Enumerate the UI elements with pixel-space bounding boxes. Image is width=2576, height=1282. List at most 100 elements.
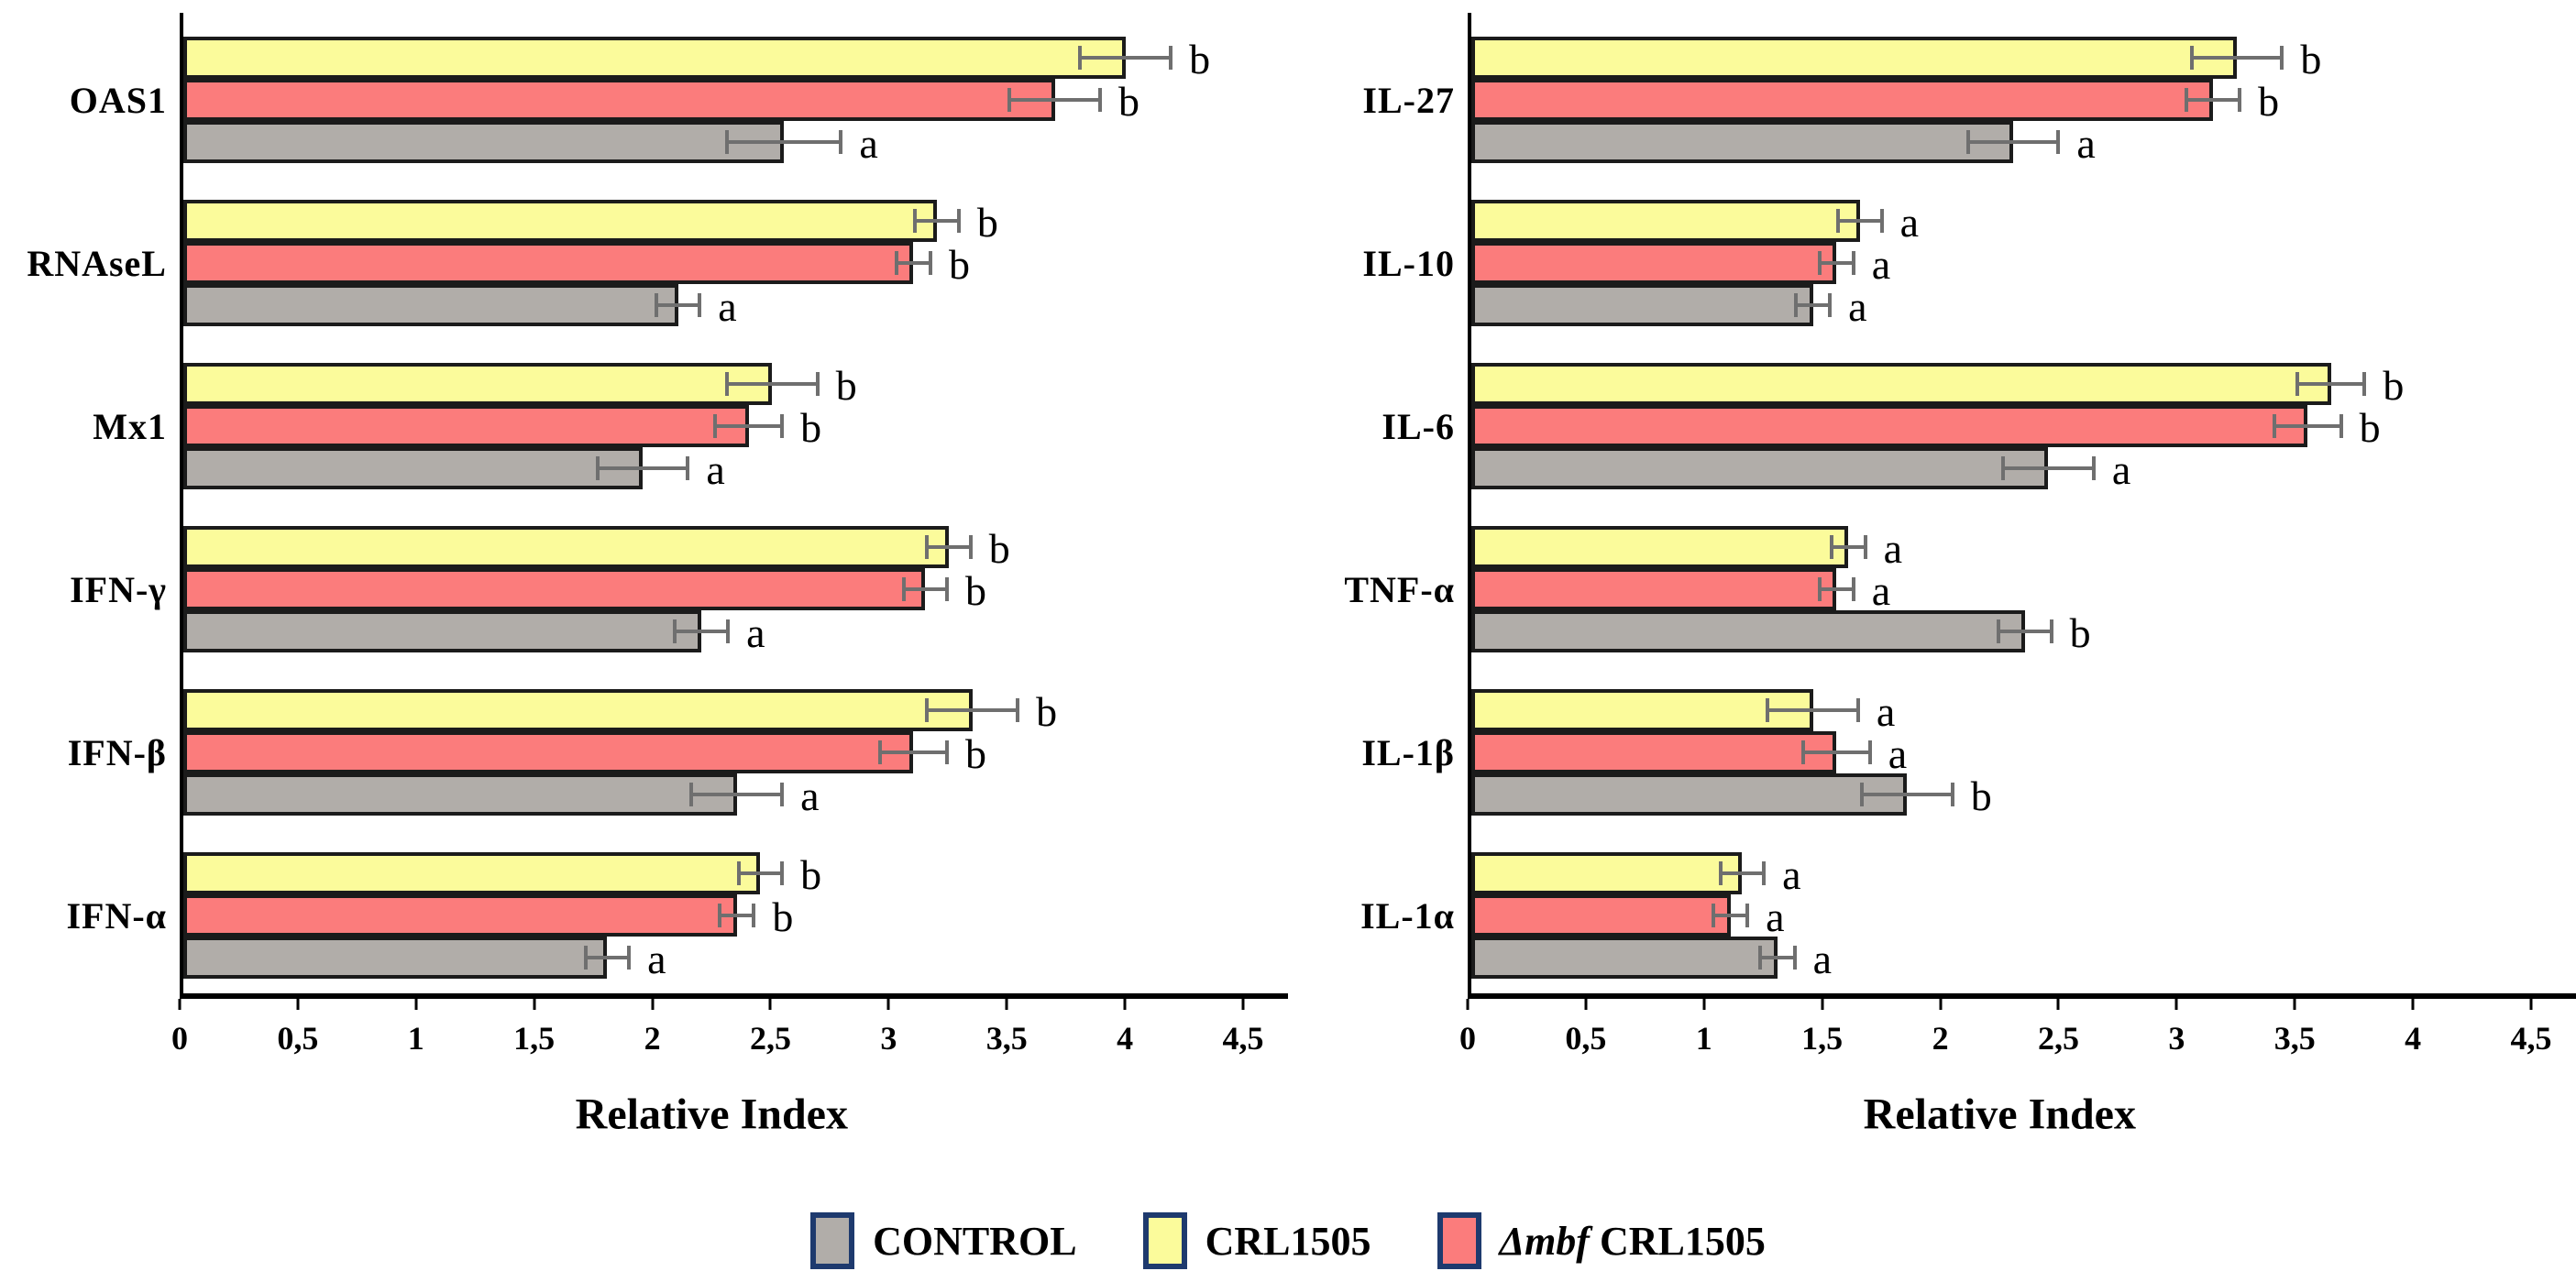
- bar-δmbf-crl1505: [1471, 405, 2308, 447]
- bar-control: [1471, 447, 2049, 489]
- error-bar-line: [724, 140, 843, 144]
- bar-δmbf-crl1505: [183, 568, 926, 610]
- error-bar-right-cap: [780, 861, 785, 885]
- x-axis-title-area: Relative Index: [180, 1070, 1288, 1158]
- bar-control: [183, 121, 785, 163]
- error-bar: [913, 209, 961, 233]
- error-bar-right-cap: [839, 130, 843, 154]
- error-bar-left-cap: [877, 740, 882, 764]
- tick-label: 3: [880, 1020, 897, 1057]
- error-bar-right-cap: [968, 535, 973, 559]
- error-bar-left-cap: [1766, 698, 1770, 722]
- tick-label: 2: [1932, 1020, 1949, 1057]
- bar-crl1505: [183, 526, 950, 568]
- legend-label: Δmbf CRL1505: [1500, 1218, 1766, 1265]
- error-bar: [1078, 46, 1173, 70]
- error-bar: [1718, 861, 1767, 885]
- error-bar: [736, 861, 785, 885]
- category-label: IFN-γ: [70, 568, 167, 610]
- error-bar: [583, 946, 632, 970]
- significance-letter: b: [949, 240, 971, 288]
- bar-control: [1471, 937, 1778, 979]
- significance-letter: b: [2383, 361, 2405, 409]
- error-bar-right-cap: [1863, 535, 1867, 559]
- tick-label: 4,5: [1222, 1020, 1264, 1057]
- legend-item: CRL1505: [1142, 1212, 1371, 1269]
- error-bar-right-cap: [1762, 861, 1767, 885]
- error-bar: [2272, 414, 2343, 438]
- bar-control: [183, 937, 608, 979]
- error-bar-left-cap: [1007, 88, 1012, 112]
- tick-mark: [2293, 999, 2296, 1010]
- bar-row: a: [1471, 242, 2576, 285]
- significance-letter: b: [1036, 687, 1058, 735]
- bar-crl1505: [183, 689, 973, 731]
- error-bar-line: [654, 303, 702, 307]
- bar-row: b: [183, 852, 1288, 895]
- bar-row: a: [1471, 850, 2576, 898]
- x-axis-title-row: Relative Index: [1288, 1070, 2576, 1158]
- error-bar-line: [1718, 871, 1767, 875]
- significance-letter: b: [988, 524, 1010, 572]
- bar-δmbf-crl1505: [1471, 79, 2214, 121]
- category-label: IFN-α: [66, 894, 167, 937]
- tick-label: 1,5: [513, 1020, 556, 1057]
- bar-row: a: [1471, 689, 2576, 732]
- error-bar: [724, 130, 843, 154]
- x-axis-ticks: 0 0,5 1 1,5 2 2,5 3 3,5 4 4,5: [1459, 999, 2576, 1070]
- significance-letter: a: [706, 445, 725, 493]
- legend-item: CONTROL: [810, 1212, 1077, 1269]
- error-bar-right-cap: [2362, 372, 2367, 396]
- error-bar-right-cap: [1169, 46, 1173, 70]
- error-bar-left-cap: [654, 293, 658, 317]
- error-bar-left-cap: [718, 904, 722, 927]
- error-bar-right-cap: [1745, 904, 1750, 927]
- tick-label: 0,5: [277, 1020, 319, 1057]
- category-labels: IL-27 IL-10 IL-6 TNF-α IL-1β IL-1α: [1288, 13, 1468, 999]
- category-label: Mx1: [93, 405, 167, 447]
- significance-letter: a: [1766, 893, 1785, 940]
- error-bar: [1712, 904, 1750, 927]
- bar-row: b: [1471, 361, 2576, 409]
- error-bar-right-cap: [1855, 698, 1860, 722]
- error-bar-line: [925, 545, 973, 549]
- error-bar-line: [1766, 708, 1860, 712]
- category-labels: OAS1 RNAseL Mx1 IFN-γ IFN-β IFN-α: [0, 13, 180, 999]
- error-bar-line: [1078, 56, 1173, 60]
- error-bar-left-cap: [724, 130, 729, 154]
- error-bar-left-cap: [673, 619, 677, 643]
- error-bar-right-cap: [956, 209, 961, 233]
- significance-letter: b: [2258, 77, 2280, 125]
- error-bar-left-cap: [583, 946, 588, 970]
- legend-label: CONTROL: [873, 1218, 1076, 1265]
- error-bar-line: [689, 793, 785, 796]
- bar-control: [183, 610, 702, 652]
- error-bar: [673, 619, 731, 643]
- error-bar-left-cap: [1078, 46, 1083, 70]
- error-bar-right-cap: [945, 577, 949, 601]
- x-axis-title-row: Relative Index: [0, 1070, 1288, 1158]
- error-bar-line: [713, 424, 785, 428]
- significance-letter: a: [1782, 850, 1801, 898]
- tick-label: 2,5: [2037, 1020, 2079, 1057]
- error-bar-line: [1836, 219, 1884, 223]
- error-bar: [689, 783, 785, 806]
- category-label: IL-6: [1382, 405, 1455, 447]
- bar-control: [1471, 773, 1908, 816]
- significance-letter: b: [1189, 35, 1211, 82]
- error-bar-line: [1007, 98, 1103, 102]
- error-bar-left-cap: [913, 209, 918, 233]
- error-bar-line: [1793, 303, 1833, 307]
- significance-letter: b: [976, 198, 998, 246]
- axis-spacer: [0, 999, 180, 1070]
- bar-crl1505: [183, 200, 938, 242]
- legend-swatch: [1437, 1212, 1481, 1269]
- error-bar: [1766, 698, 1860, 722]
- error-bar-left-cap: [1758, 946, 1763, 970]
- error-bar-left-cap: [713, 414, 718, 438]
- error-bar-line: [1817, 587, 1855, 591]
